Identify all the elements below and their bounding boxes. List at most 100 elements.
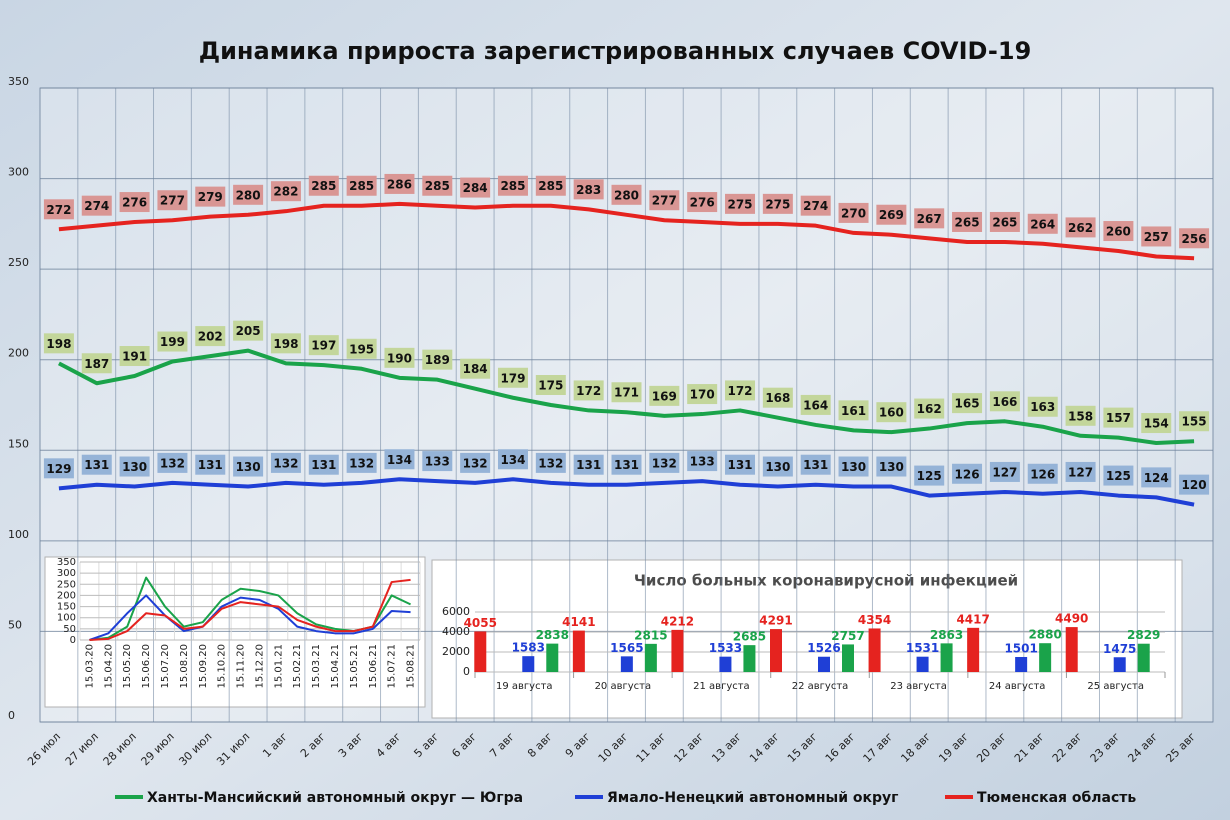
data-label-box [687,192,718,213]
data-label-box [838,456,869,477]
x-tick-label: 15.04.20 [103,644,114,689]
y-tick-label: 100 [8,528,29,541]
data-label-box [233,320,264,341]
data-label-box [762,193,793,214]
x-tick-label: 21 августа [693,681,750,692]
data-label-box [725,380,756,401]
data-label-box [535,175,566,196]
data-label-box [535,375,566,395]
data-label: 4291 [759,614,792,628]
data-label-box [119,192,150,213]
data-label: 1565 [610,641,643,655]
legend-label: Ханты-Мансийский автономный округ — Югра [147,790,523,806]
data-label: 166 [992,395,1017,409]
data-label: 126 [955,467,980,481]
data-label-box [460,452,491,473]
y-tick-label: 300 [57,568,76,579]
data-label-box [573,380,604,401]
data-label-box [573,454,604,475]
data-label-box [233,184,264,205]
data-label: 282 [273,185,298,199]
data-label: 134 [500,453,525,467]
data-label: 275 [765,197,790,211]
data-label-box [308,175,339,196]
data-label: 132 [538,456,563,470]
data-label: 165 [955,397,980,411]
data-label: 264 [1030,217,1055,231]
data-label: 184 [463,362,488,376]
data-label: 191 [122,350,147,364]
data-label: 260 [1106,225,1131,239]
data-label-box [649,385,680,406]
data-label-box [422,451,453,472]
data-label: 2685 [733,630,766,644]
data-label: 277 [160,194,185,208]
data-label: 130 [236,460,261,474]
data-label: 2829 [1127,628,1160,642]
data-label: 256 [1182,232,1207,246]
data-label-box [81,353,112,374]
data-label: 127 [992,465,1017,479]
data-label: 130 [841,460,866,474]
bar [671,629,684,672]
data-label: 126 [1030,467,1055,481]
data-label-box [308,454,339,475]
data-label-box [1179,474,1210,495]
data-label-box [989,461,1020,482]
series-line [58,477,1195,507]
data-label-box [1141,413,1172,434]
data-label: 130 [122,460,147,474]
bar [474,631,487,672]
data-label-box [573,179,604,200]
data-label-box [649,452,680,473]
x-tick-label: 15.06.21 [368,644,379,689]
data-label: 199 [160,335,185,349]
bar [572,630,585,672]
data-label: 172 [727,384,752,398]
data-label-box [81,454,112,475]
data-label: 162 [917,402,942,416]
data-label-box [195,326,226,347]
data-label-box [687,451,718,472]
data-label-box [497,449,528,470]
data-label-box [270,452,301,473]
data-label: 120 [1182,478,1207,492]
bar [719,656,732,672]
series-line [58,201,1195,261]
data-label: 274 [84,199,109,213]
data-label: 127 [1068,465,1093,479]
data-label: 2838 [536,628,569,642]
bar [842,644,854,672]
y-tick-label: 150 [57,602,76,613]
data-label: 2815 [634,628,667,642]
data-label-box [800,454,831,475]
data-label: 157 [1106,411,1131,425]
data-label: 125 [917,469,942,483]
x-tick-label: 15.12.20 [254,644,265,689]
data-label: 154 [1144,417,1169,431]
bar [868,628,881,672]
bar [770,629,782,672]
data-label: 161 [841,404,866,418]
inset-title: Число больных коронавирусной инфекцией [634,572,1018,590]
data-label-box [422,349,453,370]
data-label-box [270,181,301,202]
data-label: 168 [765,391,790,405]
bar [818,656,830,672]
x-tick-label: 15.08.21 [406,644,417,689]
data-label: 163 [1030,400,1055,414]
series-line [89,578,411,641]
data-label-box [1179,228,1210,249]
data-label: 285 [311,179,336,193]
data-label-box [157,331,188,352]
data-label: 4212 [661,614,694,628]
y-tick-label: 6000 [442,605,470,618]
x-tick-label: 15.07.21 [387,644,398,689]
data-label: 280 [236,188,261,202]
y-tick-label: 100 [57,613,76,624]
data-label-box [800,394,831,415]
y-tick-label: 350 [8,75,29,88]
data-label-box [611,454,642,475]
bar [940,643,953,672]
data-label-box [535,452,566,473]
